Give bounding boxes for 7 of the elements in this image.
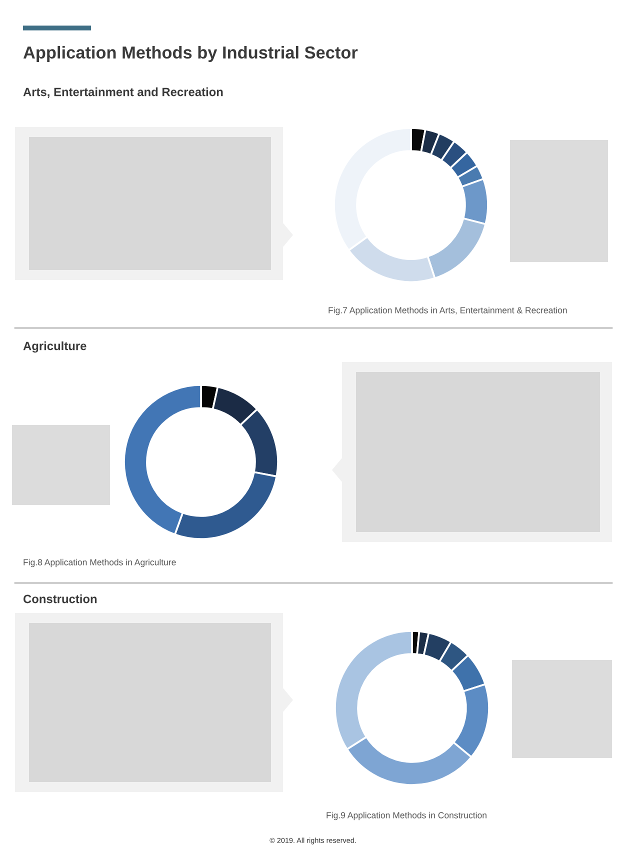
caption: Fig.9 Application Methods in Construction — [326, 812, 486, 820]
caption: Fig.8 Application Methods in Agriculture — [24, 558, 176, 568]
caption: Fig.7 Application Methods in Arts, Entertainment & Recreation — [328, 306, 567, 316]
text: Arts, Entertainment and Recreation — [23, 87, 223, 98]
chart-subtitle: Agriculture — [23, 341, 86, 353]
text: Application Methods by Industrial Sector — [23, 46, 358, 62]
text: Construction — [23, 594, 97, 604]
